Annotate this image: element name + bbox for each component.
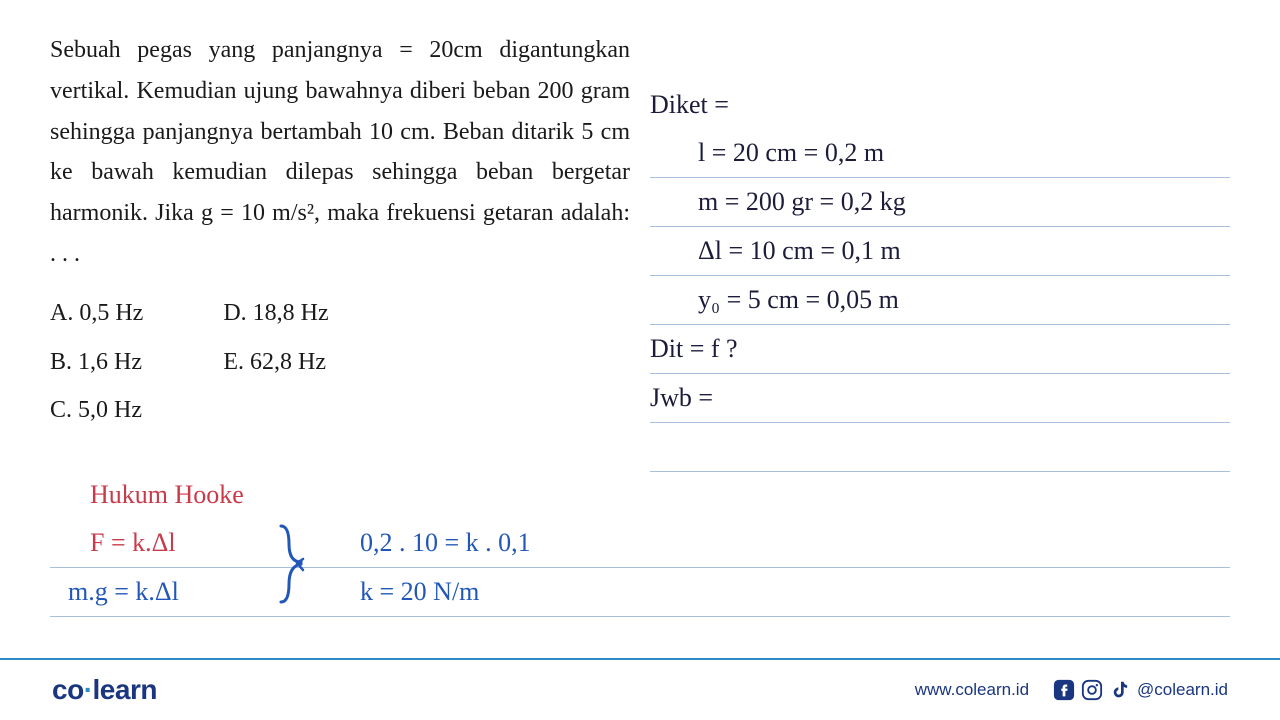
social-handle: @colearn.id xyxy=(1137,680,1228,700)
hooke-title: Hukum Hooke xyxy=(50,470,1230,519)
tiktok-icon xyxy=(1109,679,1131,701)
given-y0: y₀ = 5 cm = 0,05 m xyxy=(650,276,1230,325)
eq2: m.g = k.Δl xyxy=(68,577,298,607)
work-row-1: F = k.Δl 0,2 . 10 = k . 0,1 xyxy=(50,519,1230,568)
options-col-1: A. 0,5 Hz B. 1,6 Hz C. 5,0 Hz xyxy=(50,293,143,431)
jwb-label: Jwb = xyxy=(650,374,1230,423)
hooke-title-text: Hukum Hooke xyxy=(90,480,244,510)
social-icons: @colearn.id xyxy=(1053,679,1228,701)
given-mass: m = 200 gr = 0,2 kg xyxy=(650,178,1230,227)
eq4: k = 20 N/m xyxy=(360,577,479,607)
options: A. 0,5 Hz B. 1,6 Hz C. 5,0 Hz D. 18,8 Hz… xyxy=(50,293,630,431)
given-length: l = 20 cm = 0,2 m xyxy=(650,129,1230,178)
content-area: Sebuah pegas yang panjangnya = 20cm diga… xyxy=(0,0,1280,472)
logo-dot: · xyxy=(84,674,93,705)
footer-right: www.colearn.id @colearn.id xyxy=(915,679,1228,701)
option-c: C. 5,0 Hz xyxy=(50,390,143,431)
logo-learn: learn xyxy=(93,674,157,705)
brace-icon xyxy=(275,522,305,607)
diket-label: Diket = xyxy=(650,80,1230,129)
handwritten-given: Diket = l = 20 cm = 0,2 m m = 200 gr = 0… xyxy=(650,30,1230,472)
logo-co: co xyxy=(52,674,84,705)
facebook-icon xyxy=(1053,679,1075,701)
options-col-2: D. 18,8 Hz E. 62,8 Hz xyxy=(223,293,328,431)
instagram-icon xyxy=(1081,679,1103,701)
blank-line xyxy=(650,423,1230,472)
question-column: Sebuah pegas yang panjangnya = 20cm diga… xyxy=(50,30,630,472)
logo: co·learn xyxy=(52,674,157,706)
option-d: D. 18,8 Hz xyxy=(223,293,328,334)
dit-label: Dit = f ? xyxy=(650,325,1230,374)
option-e: E. 62,8 Hz xyxy=(223,342,328,383)
given-delta-l: Δl = 10 cm = 0,1 m xyxy=(650,227,1230,276)
option-a: A. 0,5 Hz xyxy=(50,293,143,334)
footer-url: www.colearn.id xyxy=(915,680,1029,700)
work-row-2: m.g = k.Δl k = 20 N/m xyxy=(50,568,1230,617)
eq3: 0,2 . 10 = k . 0,1 xyxy=(360,528,531,558)
hw-block: Diket = l = 20 cm = 0,2 m m = 200 gr = 0… xyxy=(650,80,1230,472)
option-b: B. 1,6 Hz xyxy=(50,342,143,383)
question-text: Sebuah pegas yang panjangnya = 20cm diga… xyxy=(50,30,630,275)
work-area: Hukum Hooke F = k.Δl 0,2 . 10 = k . 0,1 … xyxy=(50,470,1230,617)
footer: co·learn www.colearn.id @colearn.id xyxy=(0,658,1280,720)
